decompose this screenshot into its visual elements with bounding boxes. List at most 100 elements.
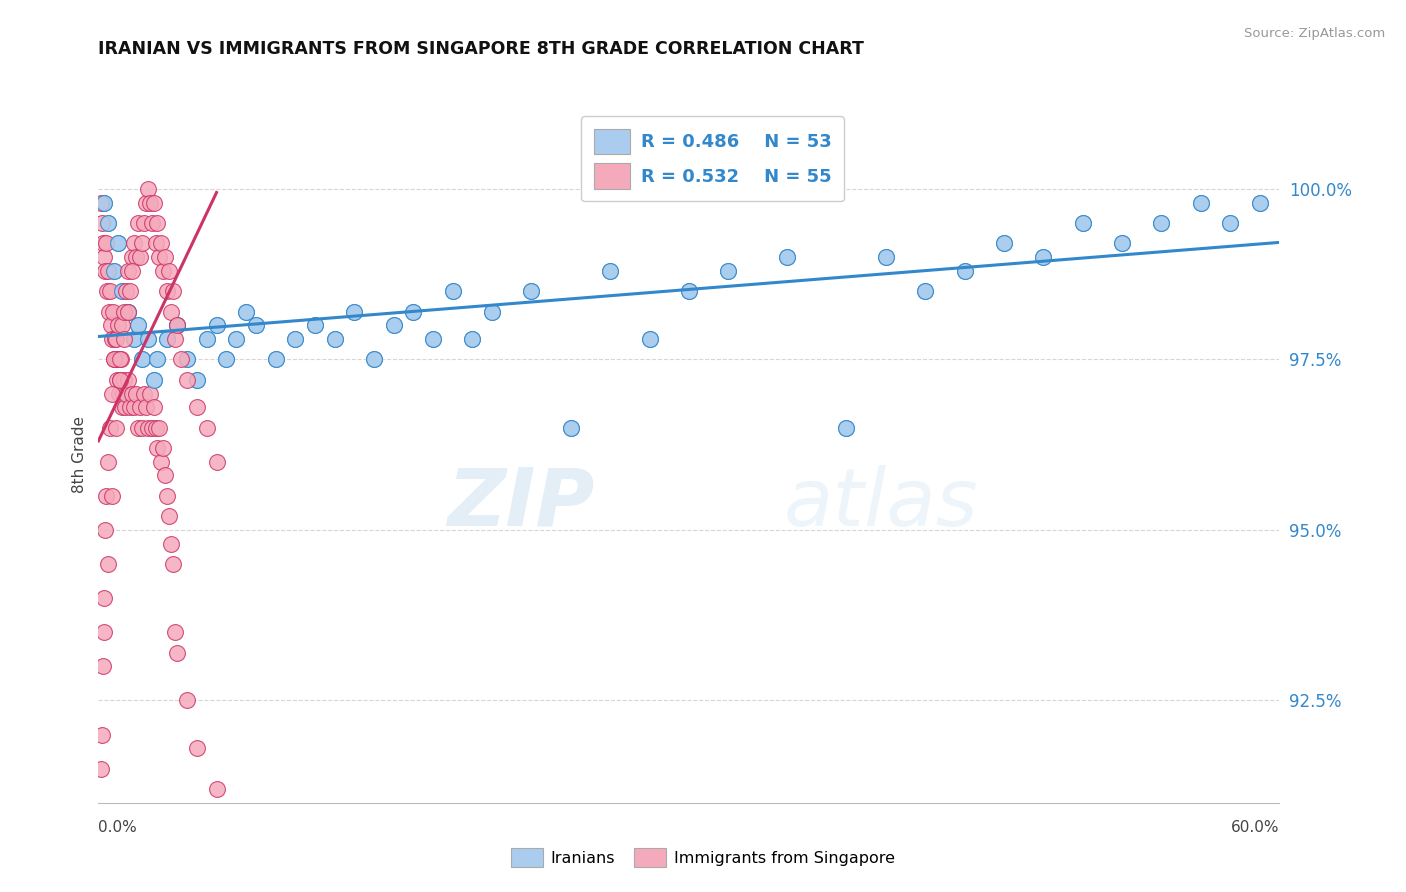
Point <box>122 236 145 251</box>
Point <box>111 284 134 298</box>
Point <box>1189 195 1212 210</box>
Point <box>176 693 198 707</box>
Point <box>125 250 148 264</box>
Point <box>993 236 1015 251</box>
Point <box>96 489 118 503</box>
Point <box>186 741 208 756</box>
Point <box>135 400 157 414</box>
Point <box>125 386 148 401</box>
Point <box>98 420 121 434</box>
Point <box>104 332 127 346</box>
Point <box>166 318 188 333</box>
Point <box>112 332 135 346</box>
Point <box>520 284 543 298</box>
Point <box>121 386 143 401</box>
Point <box>145 236 167 251</box>
Point <box>186 373 208 387</box>
Point <box>165 332 187 346</box>
Point <box>101 332 124 346</box>
Point <box>122 332 145 346</box>
Point <box>914 284 936 298</box>
Point <box>1071 216 1094 230</box>
Point <box>205 318 228 333</box>
Point <box>148 250 170 264</box>
Point <box>103 352 125 367</box>
Point <box>215 352 238 367</box>
Point <box>481 304 503 318</box>
Point <box>136 182 159 196</box>
Point <box>461 332 484 346</box>
Point <box>245 318 267 333</box>
Point <box>110 352 132 367</box>
Point <box>117 264 139 278</box>
Point <box>114 400 136 414</box>
Point <box>96 236 118 251</box>
Point <box>115 386 138 401</box>
Point <box>323 332 346 346</box>
Point <box>402 304 425 318</box>
Point <box>599 264 621 278</box>
Point <box>160 536 183 550</box>
Point <box>91 728 114 742</box>
Point <box>96 284 118 298</box>
Point <box>1032 250 1054 264</box>
Point <box>108 352 131 367</box>
Point <box>264 352 287 367</box>
Point <box>127 216 149 230</box>
Point <box>136 332 159 346</box>
Point <box>93 195 115 210</box>
Point <box>117 373 139 387</box>
Point <box>93 625 115 640</box>
Point <box>343 304 366 318</box>
Point <box>107 352 129 367</box>
Point <box>97 216 120 230</box>
Legend: Iranians, Immigrants from Singapore: Iranians, Immigrants from Singapore <box>503 839 903 875</box>
Point <box>155 250 177 264</box>
Point <box>107 236 129 251</box>
Point <box>132 386 155 401</box>
Point <box>160 304 183 318</box>
Point <box>111 400 134 414</box>
Point <box>323 332 346 346</box>
Point <box>108 373 131 387</box>
Point <box>141 216 163 230</box>
Point <box>122 332 145 346</box>
Point <box>461 332 484 346</box>
Point <box>195 420 218 434</box>
Point <box>142 195 165 210</box>
Point <box>107 318 129 333</box>
Point <box>127 420 149 434</box>
Point <box>105 373 128 387</box>
Point <box>121 264 143 278</box>
Point <box>128 400 150 414</box>
Point <box>166 646 188 660</box>
Point <box>304 318 326 333</box>
Point <box>186 373 208 387</box>
Point <box>97 455 120 469</box>
Point <box>97 216 120 230</box>
Point <box>150 236 173 251</box>
Point <box>382 318 405 333</box>
Point <box>136 420 159 434</box>
Point <box>146 352 169 367</box>
Point <box>112 373 135 387</box>
Point <box>111 284 134 298</box>
Point <box>520 284 543 298</box>
Point <box>1150 216 1173 230</box>
Point <box>422 332 444 346</box>
Point <box>717 264 740 278</box>
Point <box>1219 216 1241 230</box>
Point <box>127 318 149 333</box>
Point <box>1032 250 1054 264</box>
Point <box>235 304 257 318</box>
Point <box>186 400 208 414</box>
Point <box>156 332 179 346</box>
Point <box>1111 236 1133 251</box>
Point <box>122 400 145 414</box>
Text: ZIP: ZIP <box>447 465 595 542</box>
Point <box>93 591 115 606</box>
Point <box>225 332 247 346</box>
Legend: R = 0.486    N = 53, R = 0.532    N = 55: R = 0.486 N = 53, R = 0.532 N = 55 <box>581 116 844 202</box>
Point <box>225 332 247 346</box>
Point <box>90 195 112 210</box>
